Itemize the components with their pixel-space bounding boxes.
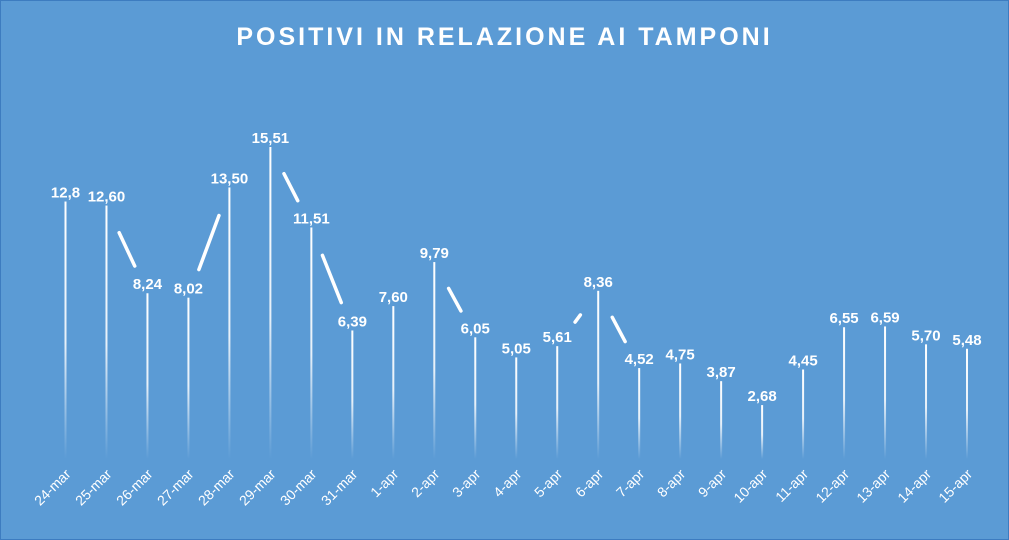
x-tick-label: 29-mar [236, 466, 279, 509]
x-tick-label: 24-mar [31, 466, 74, 509]
data-label: 12,8 [51, 185, 80, 202]
drop-line [228, 187, 231, 459]
data-label: 3,87 [707, 364, 736, 381]
series-line-segment [197, 213, 221, 272]
series-line-segment [282, 171, 300, 203]
drop-line [310, 227, 313, 459]
drop-line [187, 297, 190, 459]
data-label: 13,50 [211, 170, 249, 187]
data-label: 7,60 [379, 289, 408, 306]
x-tick-label: 13-apr [853, 466, 893, 506]
data-label: 8,02 [174, 281, 203, 298]
series-line-segment [117, 230, 137, 268]
x-tick-label: 30-mar [277, 466, 320, 509]
data-label: 15,51 [252, 130, 290, 147]
data-label: 6,59 [870, 309, 899, 326]
x-tick-label: 26-mar [113, 466, 156, 509]
series-line-segment [446, 286, 463, 313]
x-tick-label: 27-mar [154, 466, 197, 509]
x-tick-label: 14-apr [894, 466, 934, 506]
x-tick-label: 6-apr [572, 466, 607, 501]
drop-line [515, 357, 518, 459]
data-label: 6,05 [461, 320, 490, 337]
drop-line [720, 381, 723, 459]
series-line-segment [320, 253, 344, 305]
x-tick-label: 10-apr [730, 466, 770, 506]
chart-title: POSITIVI IN RELAZIONE AI TAMPONI [236, 23, 773, 51]
data-label: 5,05 [502, 340, 531, 357]
x-tick-label: 1-apr [367, 466, 402, 501]
data-label: 5,70 [911, 327, 940, 344]
data-label: 4,45 [788, 352, 817, 369]
data-label: 8,24 [133, 276, 163, 293]
drop-line [679, 363, 682, 459]
series-line-segment [573, 313, 583, 324]
drop-line [392, 306, 395, 459]
x-tick-label: 2-apr [408, 466, 443, 501]
series-line-segment [610, 315, 627, 344]
data-label: 11,51 [293, 210, 330, 227]
drop-line [269, 147, 272, 459]
drop-line [146, 293, 149, 459]
x-tick-label: 8-apr [654, 466, 689, 501]
data-label: 6,55 [829, 310, 858, 327]
x-tick-label: 31-mar [318, 466, 361, 509]
drop-line [966, 348, 968, 459]
x-tick-label: 15-apr [935, 466, 975, 506]
x-tick-label: 28-mar [195, 466, 238, 509]
data-label: 4,75 [666, 346, 695, 363]
data-label: 8,36 [584, 274, 613, 291]
drop-line [433, 262, 436, 459]
drop-line [925, 344, 928, 459]
drop-line [105, 205, 108, 459]
x-tick-label: 12-apr [812, 466, 852, 506]
data-label: 5,61 [543, 329, 572, 346]
drop-line [556, 346, 559, 459]
x-tick-label: 11-apr [772, 466, 811, 505]
x-tick-label: 4-apr [490, 466, 525, 501]
x-tick-label: 3-apr [449, 466, 484, 501]
drop-line [884, 326, 887, 459]
drop-line [802, 369, 805, 459]
x-tick-label: 9-apr [695, 466, 730, 501]
drop-line [761, 405, 764, 459]
x-tick-label: 25-mar [72, 466, 115, 509]
data-label: 6,39 [338, 313, 367, 330]
drop-line [351, 330, 354, 459]
drop-line [597, 290, 600, 459]
drop-line [638, 368, 641, 459]
data-label: 12,60 [88, 189, 126, 206]
x-tick-label: 5-apr [531, 466, 566, 501]
drop-line [843, 327, 846, 459]
data-label: 4,52 [625, 351, 654, 368]
x-tick-label: 7-apr [613, 466, 648, 501]
drop-line [474, 337, 477, 459]
data-label: 5,48 [952, 332, 981, 349]
data-label: 9,79 [420, 245, 449, 262]
data-label: 2,68 [748, 388, 777, 405]
drop-line [64, 201, 67, 459]
